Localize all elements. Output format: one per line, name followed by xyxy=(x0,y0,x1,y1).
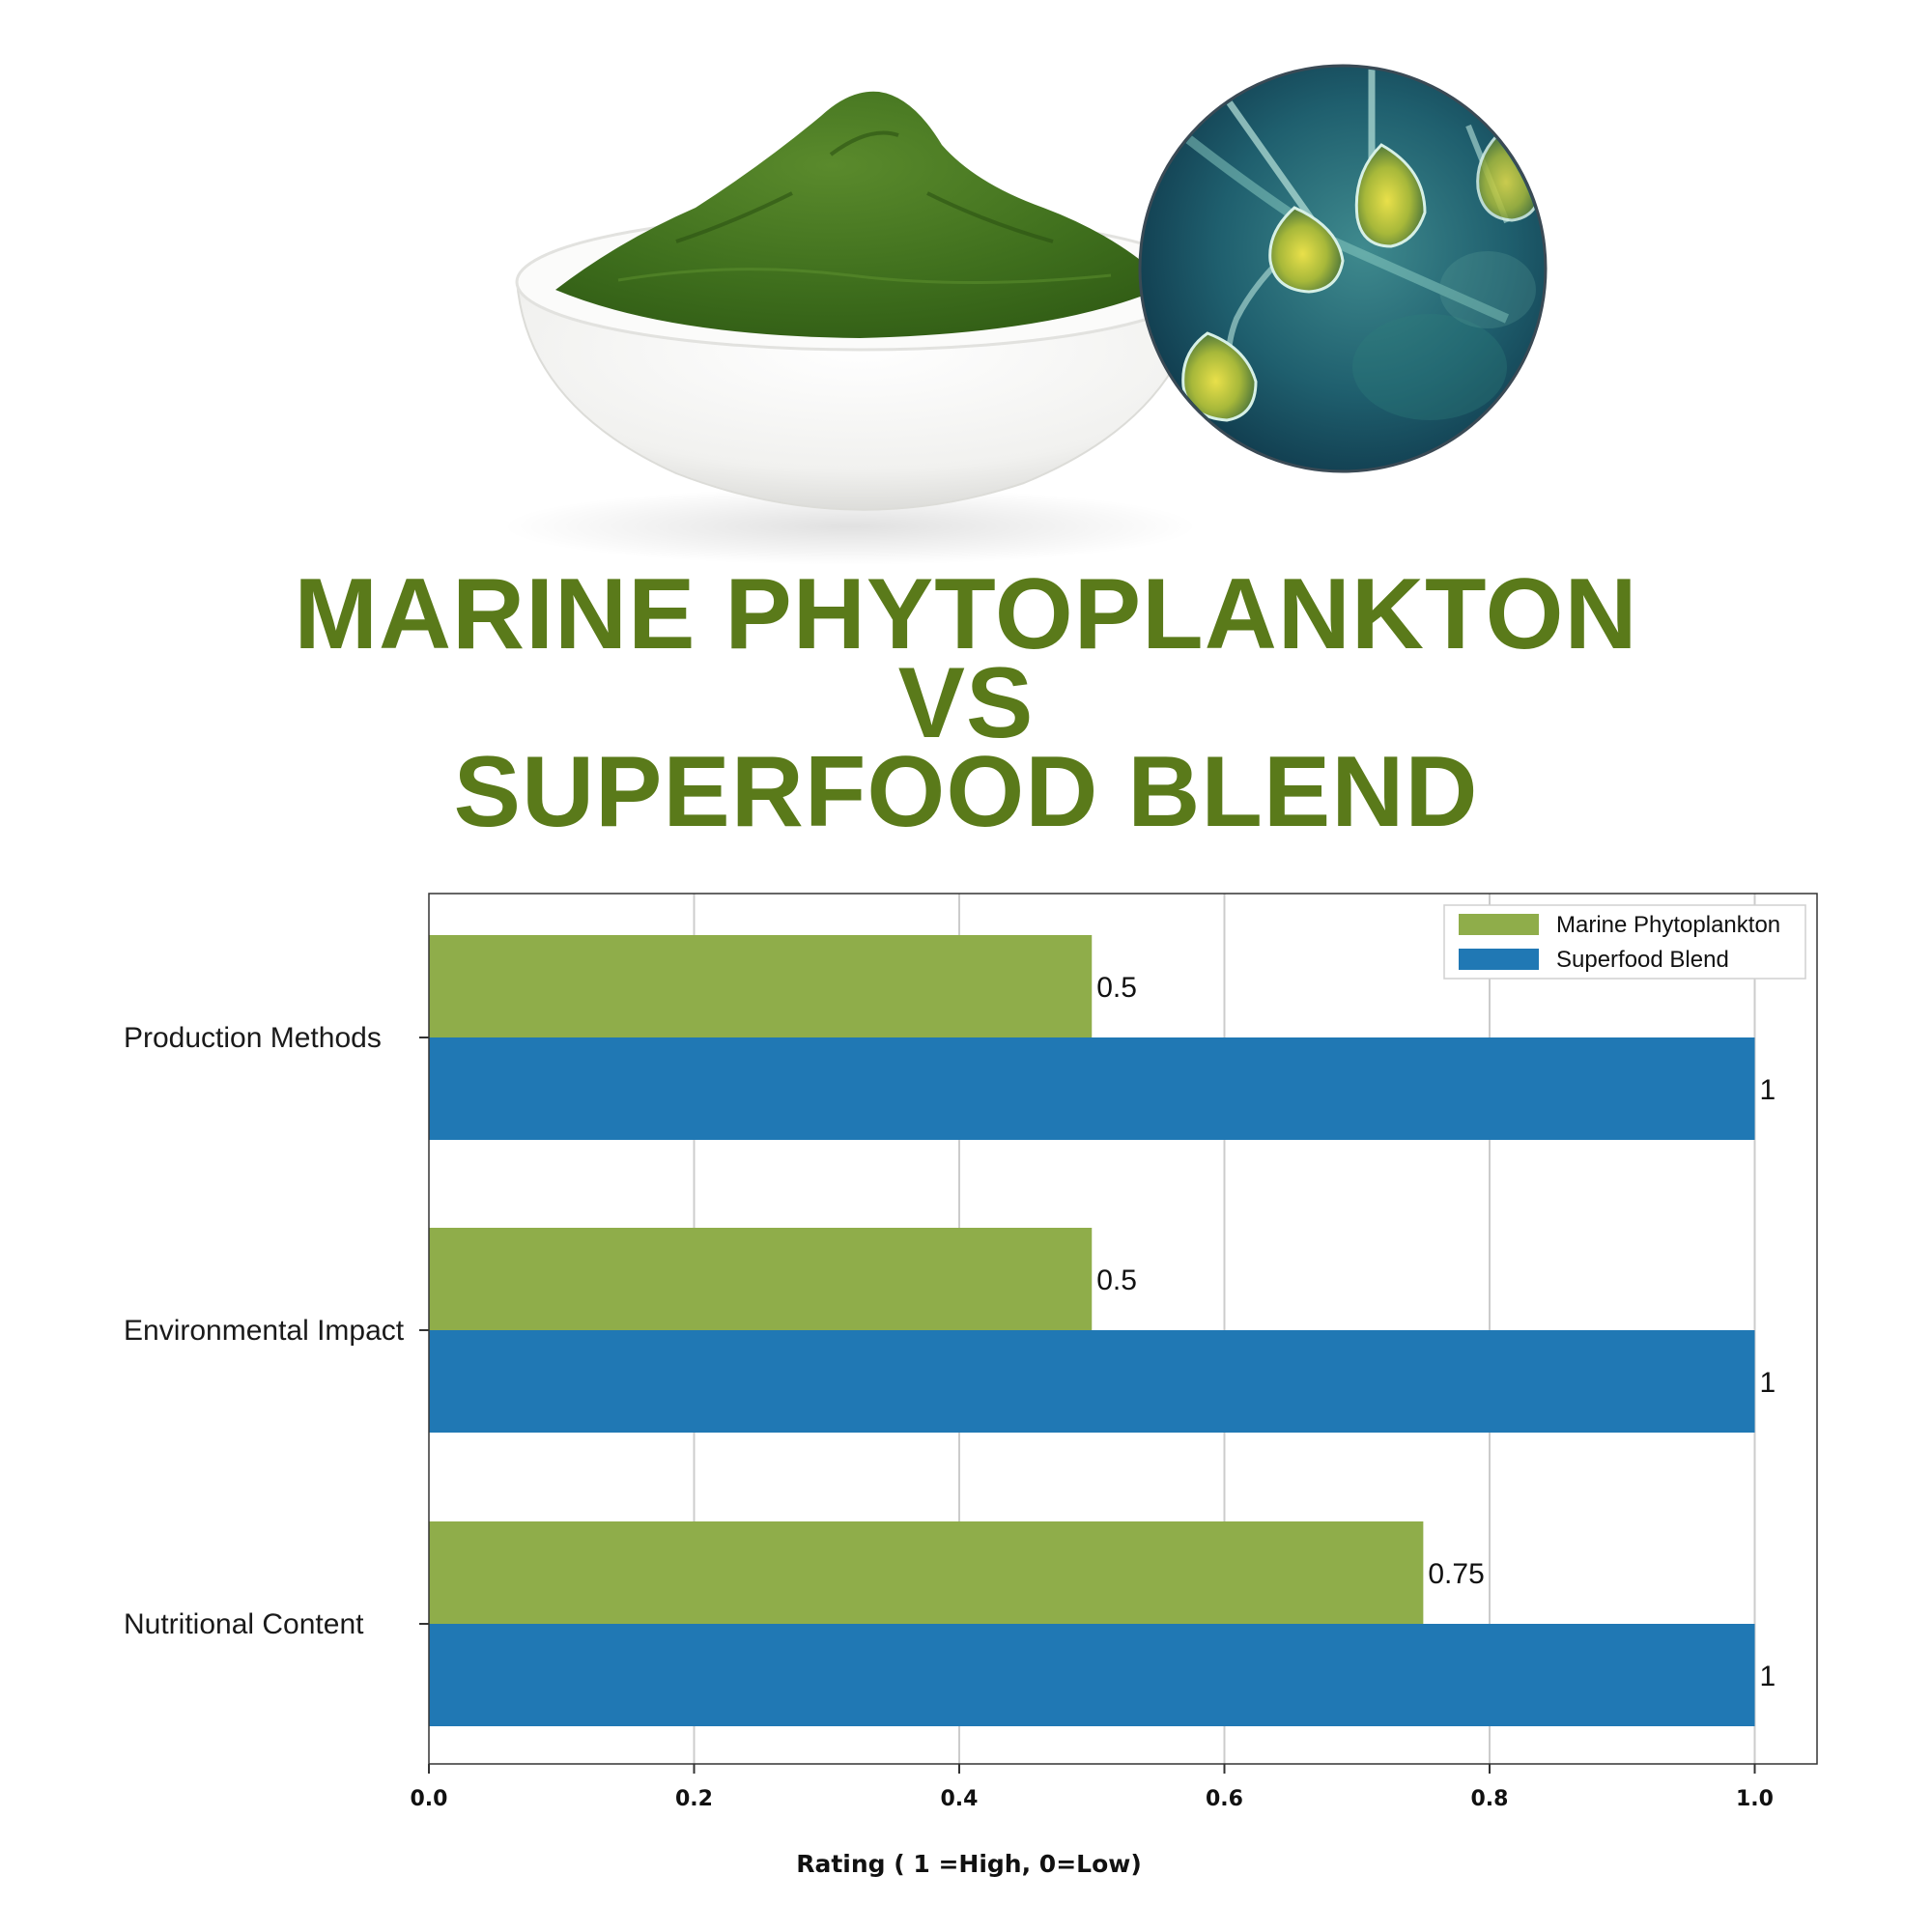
green-powder-bowl-icon xyxy=(502,91,1205,565)
x-tick-label-2: 0.4 xyxy=(941,1787,979,1811)
title-line-2: VS xyxy=(897,647,1035,759)
bar-marine-2 xyxy=(429,1521,1424,1624)
plot-area-frame xyxy=(428,893,1818,1765)
data-label-superfood-0: 1 xyxy=(1759,1074,1776,1106)
title-line-3: SUPERFOOD BLEND xyxy=(453,736,1479,848)
title-line-1: MARINE PHYTOPLANKTON xyxy=(294,558,1638,670)
x-tick-label-0: 0.0 xyxy=(411,1787,448,1811)
x-tick-label-3: 0.6 xyxy=(1206,1787,1243,1811)
x-axis-title: Rating ( 1 =High, 0=Low) xyxy=(796,1850,1142,1878)
page-title: MARINE PHYTOPLANKTON VS SUPERFOOD BLEND xyxy=(0,558,1932,848)
x-tick-label-5: 1.0 xyxy=(1736,1787,1774,1811)
legend: Marine Phytoplankton Superfood Blend xyxy=(1443,904,1806,980)
legend-label-1: Superfood Blend xyxy=(1556,947,1729,973)
legend-swatch-1 xyxy=(1459,949,1539,970)
x-tick-label-1: 0.2 xyxy=(675,1787,713,1811)
x-axis-ticks: 0.0 0.2 0.4 0.6 0.8 1.0 xyxy=(411,1764,1774,1811)
phytoplankton-microscope-icon xyxy=(1138,64,1548,473)
bar-superfood-0 xyxy=(429,1037,1755,1140)
y-axis-categories: Production Methods Environmental Impact Nu… xyxy=(124,1022,429,1640)
data-labels: 0.5 1 0.5 1 0.75 1 xyxy=(1096,972,1776,1692)
hero-illustration xyxy=(502,64,1548,565)
legend-label-0: Marine Phytoplankton xyxy=(1556,912,1780,938)
data-label-marine-0: 0.5 xyxy=(1096,972,1137,1004)
category-label-1: Environmental Impact xyxy=(124,1315,405,1347)
bar-superfood-1 xyxy=(429,1330,1755,1433)
bar-marine-0 xyxy=(429,935,1093,1037)
category-label-2: Nutritional Content xyxy=(124,1608,364,1640)
data-label-superfood-2: 1 xyxy=(1759,1661,1776,1692)
data-label-superfood-1: 1 xyxy=(1759,1367,1776,1399)
bars xyxy=(429,935,1755,1726)
category-label-0: Production Methods xyxy=(124,1022,382,1054)
x-tick-label-4: 0.8 xyxy=(1471,1787,1509,1811)
legend-swatch-0 xyxy=(1459,914,1539,935)
data-label-marine-1: 0.5 xyxy=(1096,1264,1137,1296)
bar-superfood-2 xyxy=(429,1624,1755,1726)
bar-marine-1 xyxy=(429,1228,1093,1330)
data-label-marine-2: 0.75 xyxy=(1428,1558,1484,1590)
